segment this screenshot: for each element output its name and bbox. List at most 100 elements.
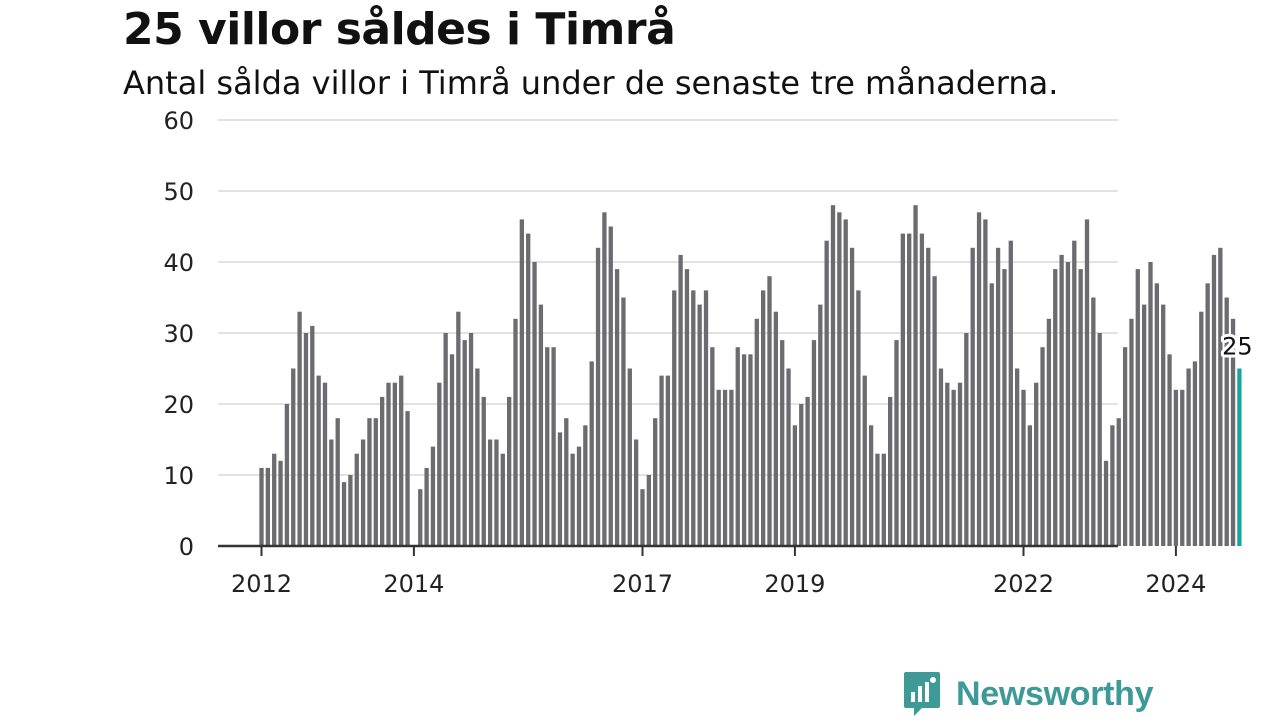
- bar: [888, 396, 893, 546]
- bar: [824, 240, 829, 546]
- bar: [634, 439, 639, 546]
- bar: [729, 389, 734, 546]
- bar: [894, 340, 899, 546]
- bar: [297, 311, 302, 546]
- y-tick-label: 0: [179, 533, 194, 561]
- bar: [1110, 425, 1115, 546]
- bar: [1002, 269, 1007, 546]
- bar: [1040, 347, 1045, 546]
- bar: [964, 333, 969, 546]
- x-tick-label: 2024: [1145, 570, 1206, 598]
- y-tick-label: 50: [163, 178, 194, 206]
- bar: [316, 375, 321, 546]
- bars: [259, 205, 1242, 547]
- bar: [837, 212, 842, 547]
- bar: [354, 453, 359, 546]
- bar: [938, 368, 944, 546]
- bar: [856, 290, 861, 546]
- bar: [1053, 269, 1058, 546]
- x-tick-label: 2012: [231, 570, 292, 598]
- x-tick-label: 2017: [612, 570, 673, 598]
- bar: [475, 368, 480, 546]
- bar: [418, 489, 423, 546]
- bar: [303, 333, 309, 546]
- bar: [1192, 361, 1198, 546]
- bar: [291, 368, 296, 546]
- x-tick-label: 2014: [383, 570, 444, 598]
- bar: [665, 375, 671, 546]
- brand-name: Newsworthy: [956, 674, 1154, 713]
- bar: [951, 389, 956, 546]
- bar: [678, 254, 683, 546]
- bar: [380, 396, 385, 546]
- bar: [392, 382, 397, 546]
- bar: [367, 418, 372, 546]
- bar: [862, 375, 867, 546]
- bar: [907, 233, 912, 546]
- bar: [1116, 418, 1121, 546]
- brand-logo: Newsworthy: [902, 670, 1154, 718]
- bar: [761, 290, 766, 546]
- newsworthy-logo-icon: [904, 672, 940, 716]
- bar: [1167, 354, 1172, 546]
- bar: [1008, 240, 1013, 546]
- bar: [1154, 283, 1159, 546]
- bar: [1046, 318, 1052, 546]
- bar: [945, 382, 950, 546]
- bar: [849, 247, 855, 547]
- bar: [1180, 389, 1185, 546]
- bar: [1065, 262, 1071, 546]
- bar: [1059, 254, 1064, 546]
- bar: [284, 404, 290, 546]
- bar: [748, 354, 753, 546]
- x-tick-label: 2019: [764, 570, 825, 598]
- bar: [995, 247, 1001, 547]
- bar: [792, 425, 798, 546]
- bar: [526, 233, 531, 546]
- bar: [462, 340, 467, 546]
- y-axis-tick-labels: 0 10 20 30 40 50 60: [163, 107, 194, 561]
- chart-subtitle: Antal sålda villor i Timrå under de sena…: [123, 64, 1059, 102]
- bar: [595, 247, 601, 547]
- bar: [1186, 368, 1191, 546]
- x-tick-label: 2022: [993, 570, 1054, 598]
- bar: [957, 382, 963, 546]
- bar: [278, 460, 283, 546]
- bar: [360, 439, 366, 546]
- bar-highlight: [1237, 368, 1242, 546]
- bar: [926, 247, 931, 547]
- bar: [1084, 219, 1090, 546]
- bar: [976, 212, 982, 547]
- bar: [449, 354, 455, 546]
- bar: [538, 304, 544, 546]
- bar: [424, 467, 429, 546]
- bar: [1097, 333, 1102, 546]
- bar: [684, 269, 690, 546]
- bar: [443, 333, 448, 546]
- highlight-label-group: 25: [1219, 330, 1256, 364]
- bar: [341, 482, 347, 546]
- bar: [799, 404, 804, 546]
- bar: [735, 347, 740, 546]
- bar: [1135, 269, 1140, 546]
- bar: [329, 439, 334, 546]
- bar: [399, 375, 404, 546]
- bar: [919, 233, 925, 546]
- bar: [818, 304, 823, 546]
- bar: [659, 375, 664, 546]
- bar: [786, 368, 791, 546]
- bar: [627, 368, 632, 546]
- bar: [621, 297, 626, 546]
- y-tick-label: 30: [163, 320, 194, 348]
- bar: [646, 475, 651, 546]
- bar: [437, 382, 442, 546]
- bar: [430, 446, 436, 546]
- bar: [811, 340, 817, 546]
- bar: [614, 269, 620, 546]
- bar: [513, 318, 518, 546]
- bar: [881, 453, 886, 546]
- bar: [672, 290, 677, 546]
- bar: [608, 226, 613, 546]
- bar: [843, 219, 848, 546]
